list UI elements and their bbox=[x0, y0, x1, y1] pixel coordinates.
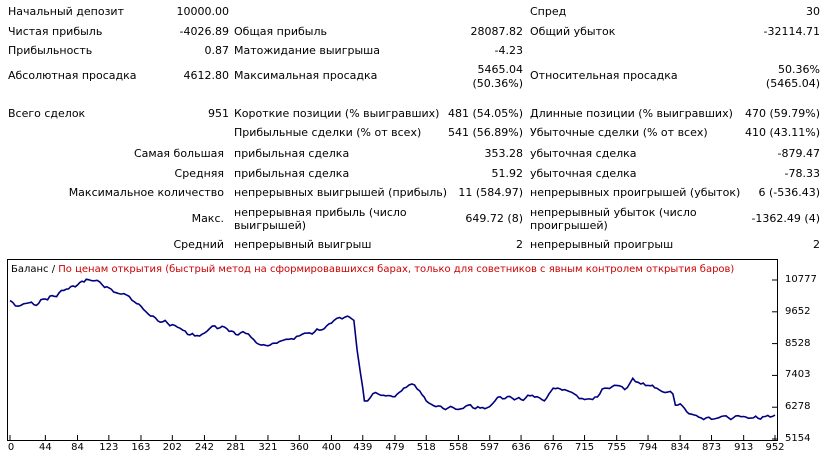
x-tick-label: 834 bbox=[670, 442, 690, 453]
gross-profit-value: 28087.82 bbox=[470, 25, 524, 38]
profit-trades-value: 541 (56.89%) bbox=[447, 126, 523, 139]
deposit-value: 10000.00 bbox=[176, 5, 230, 18]
total-trades-value: 951 bbox=[208, 107, 229, 120]
rel-drawdown-value: (5465.04) bbox=[765, 77, 820, 90]
avg-cons-wins-value: 2 bbox=[516, 238, 523, 251]
x-tick-label: 913 bbox=[734, 442, 754, 453]
x-tick-label: 439 bbox=[353, 442, 373, 453]
x-tick-label: 952 bbox=[765, 442, 785, 453]
average-profit-label: прибыльная сделка bbox=[234, 167, 350, 180]
x-tick-label: 123 bbox=[99, 442, 119, 453]
abs-drawdown-value: 4612.80 bbox=[183, 69, 230, 82]
short-positions-label: Короткие позиции (% выигравших) bbox=[234, 107, 440, 120]
profitability-label: Прибыльность bbox=[8, 44, 93, 57]
gross-loss-label: Общий убыток bbox=[530, 25, 616, 38]
average-loss-label: убыточная сделка bbox=[530, 167, 637, 180]
x-tick-label: 558 bbox=[448, 442, 468, 453]
avg-cons-losses-label: непрерывный проигрыш bbox=[530, 238, 674, 251]
loss-trades-label: Убыточные сделки (% от всех) bbox=[530, 126, 708, 139]
largest-label: Самая большая bbox=[133, 147, 224, 160]
rel-drawdown-label: Относительная просадка bbox=[530, 69, 678, 82]
y-tick-label: 8528 bbox=[785, 337, 811, 349]
max-cons-loss-value: -1362.49 (4) bbox=[751, 212, 820, 225]
x-tick-label: 873 bbox=[701, 442, 722, 453]
max-drawdown-label: Максимальная просадка bbox=[234, 69, 378, 82]
max-drawdown-value: 5465.04 bbox=[477, 63, 524, 76]
x-tick-label: 44 bbox=[38, 442, 52, 453]
x-tick-label: 400 bbox=[321, 442, 341, 453]
y-tick-label: 9652 bbox=[785, 305, 811, 317]
x-tick-label: 597 bbox=[480, 442, 500, 453]
max-cons-losses-label: непрерывных проигрышей (убыток) bbox=[530, 186, 741, 199]
average-profit-value: 51.92 bbox=[491, 167, 524, 180]
max-count-label: Максимальное количество bbox=[68, 186, 224, 199]
total-trades-label: Всего сделок bbox=[8, 107, 86, 120]
loss-trades-value: 410 (43.11%) bbox=[744, 126, 820, 139]
y-tick-label: 7403 bbox=[785, 369, 811, 381]
max-cons-profit-label: непрерывная прибыль (число выигрышей) bbox=[234, 206, 407, 232]
largest-profit-label: прибыльная сделка bbox=[234, 147, 350, 160]
max-drawdown-percent: (50.36%) bbox=[472, 77, 523, 90]
y-tick-label: 6278 bbox=[785, 401, 811, 413]
short-positions-value: 481 (54.05%) bbox=[447, 107, 523, 120]
balance-line bbox=[9, 278, 776, 421]
x-tick-label: 715 bbox=[575, 442, 595, 453]
avg-cons-losses-value: 2 bbox=[813, 238, 820, 251]
x-tick-label: 84 bbox=[71, 442, 84, 453]
abs-drawdown-label: Абсолютная просадка bbox=[8, 69, 137, 82]
gross-profit-label: Общая прибыль bbox=[234, 25, 327, 38]
x-tick-label: 242 bbox=[194, 442, 214, 453]
balance-chart bbox=[7, 259, 778, 441]
y-tick-label: 10777 bbox=[785, 274, 817, 285]
x-tick-label: 0 bbox=[7, 442, 15, 453]
net-profit-value: -4026.89 bbox=[179, 25, 229, 38]
x-tick-label: 636 bbox=[511, 442, 531, 453]
avg-cons-wins-label: непрерывный выигрыш bbox=[234, 238, 372, 251]
x-tick-label: 202 bbox=[162, 442, 182, 453]
spread-label: Спред bbox=[530, 5, 567, 18]
max-cons-wins-value: 11 (584.97) bbox=[458, 186, 523, 199]
chart-legend: Баланс / По ценам открытия (быстрый мето… bbox=[11, 264, 734, 275]
x-tick-label: 794 bbox=[638, 442, 658, 453]
largest-loss-value: -879.47 bbox=[777, 147, 820, 160]
x-tick-label: 281 bbox=[226, 442, 246, 453]
legend-note: По ценам открытия (быстрый метод на сфор… bbox=[58, 264, 735, 275]
net-profit-label: Чистая прибыль bbox=[8, 25, 103, 38]
rel-drawdown-percent: 50.36% bbox=[778, 63, 820, 76]
y-tick-label: 5154 bbox=[785, 433, 811, 444]
largest-profit-value: 353.28 bbox=[484, 147, 524, 160]
largest-loss-label: убыточная сделка bbox=[530, 147, 637, 160]
legend-separator: / bbox=[48, 264, 59, 275]
x-tick-label: 755 bbox=[607, 442, 627, 453]
expected-payoff-label: Матожидание выигрыша bbox=[234, 44, 380, 57]
spread-value: 30 bbox=[806, 5, 820, 18]
max-label: Макс. bbox=[191, 212, 224, 225]
max-cons-loss-label: непрерывный убыток (число проигрышей) bbox=[530, 206, 697, 232]
long-positions-value: 470 (59.79%) bbox=[744, 107, 820, 120]
balance-chart-plot bbox=[9, 278, 777, 440]
x-tick-label: 360 bbox=[289, 442, 309, 453]
legend-series: Баланс bbox=[11, 264, 49, 275]
long-positions-label: Длинные позиции (% выигравших) bbox=[530, 107, 733, 120]
average-label: Средняя bbox=[174, 167, 224, 180]
max-cons-losses-value: 6 (-536.43) bbox=[758, 186, 820, 199]
profit-trades-label: Прибыльные сделки (% от всех) bbox=[234, 126, 422, 139]
x-tick-label: 479 bbox=[385, 442, 405, 453]
max-cons-profit-value: 649.72 (8) bbox=[465, 212, 523, 225]
x-tick-label: 321 bbox=[258, 442, 278, 453]
deposit-label: Начальный депозит bbox=[8, 5, 124, 18]
x-tick-label: 676 bbox=[543, 442, 563, 453]
avg-label: Средний bbox=[173, 238, 224, 251]
expected-payoff-value: -4.23 bbox=[494, 44, 523, 57]
profitability-value: 0.87 bbox=[204, 44, 230, 57]
max-cons-wins-label: непрерывных выигрышей (прибыль) bbox=[234, 186, 448, 199]
x-tick-label: 163 bbox=[131, 442, 151, 453]
average-loss-value: -78.33 bbox=[784, 167, 820, 180]
x-tick-label: 518 bbox=[416, 442, 436, 453]
gross-loss-value: -32114.71 bbox=[763, 25, 820, 38]
